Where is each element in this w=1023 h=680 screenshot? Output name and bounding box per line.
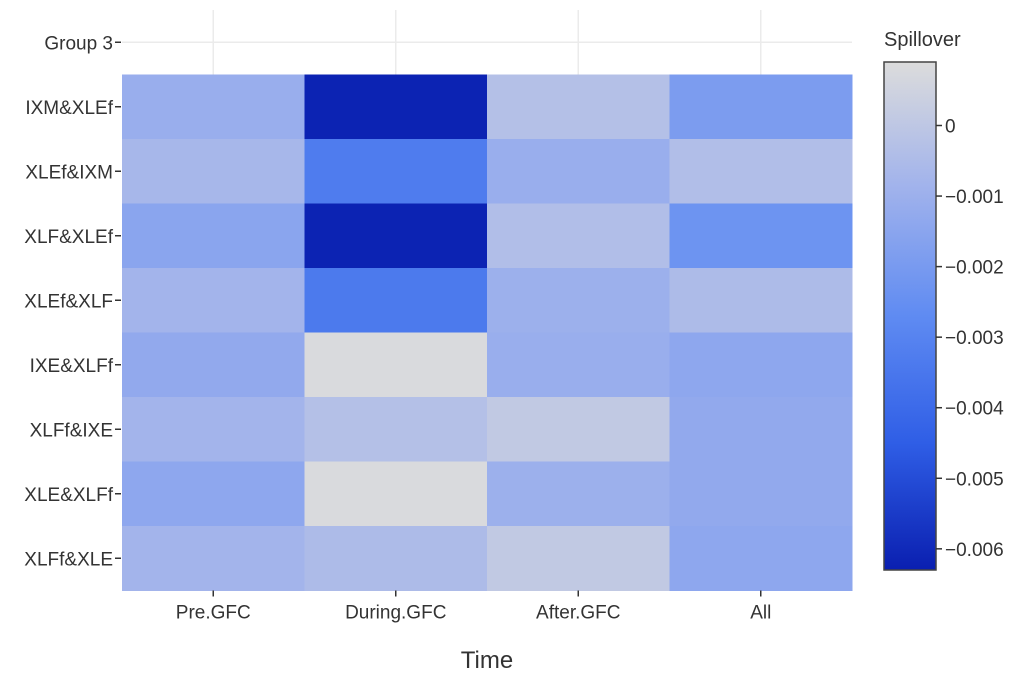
y-tick-label: IXE&XLFf <box>30 356 114 377</box>
y-tick-label: XLEf&XLF <box>24 291 113 312</box>
colorbar-tick-label: −0.005 <box>945 469 1004 490</box>
y-tick-label: XLFf&IXE <box>30 420 113 441</box>
heatmap-cell <box>487 397 670 462</box>
heatmap-cell <box>304 139 488 204</box>
x-axis-ticks: Pre.GFC During.GFC After.GFC All <box>176 590 771 624</box>
colorbar-gradient <box>883 61 937 571</box>
heatmap-cell <box>122 139 305 204</box>
heatmap-cell <box>304 397 488 462</box>
colorbar-tick-label: −0.006 <box>945 540 1004 561</box>
heatmap-cell <box>122 332 305 398</box>
heatmap-cell <box>122 268 305 333</box>
heatmap-cell <box>487 74 670 140</box>
heatmap-cell <box>669 268 853 333</box>
heatmap-cells <box>122 74 853 591</box>
heatmap-cell <box>669 461 853 527</box>
heatmap-cell <box>487 139 670 204</box>
x-tick-label: Pre.GFC <box>176 603 251 624</box>
x-tick-label: All <box>750 603 771 624</box>
colorbar-tick-label: −0.004 <box>945 399 1004 420</box>
heatmap-cell <box>669 526 853 591</box>
heatmap-cell <box>669 139 853 204</box>
heatmap-cell <box>304 461 488 527</box>
heatmap-cell <box>122 397 305 462</box>
heatmap-cell <box>122 526 305 591</box>
heatmap-cell <box>669 397 853 462</box>
colorbar-tick-label: −0.003 <box>945 328 1004 349</box>
colorbar-tick-label: −0.002 <box>945 258 1004 279</box>
colorbar-tick-label: 0 <box>945 117 956 138</box>
heatmap-cell <box>304 74 488 140</box>
heatmap-cell <box>487 332 670 398</box>
heatmap-cell <box>304 203 488 269</box>
y-tick-label: Group 3 <box>44 33 113 54</box>
heatmap-cell <box>122 461 305 527</box>
y-tick-label: XLEf&IXM <box>25 162 113 183</box>
heatmap-cell <box>304 268 488 333</box>
heatmap-cell <box>304 526 488 591</box>
colorbar-title: Spillover <box>884 29 961 51</box>
heatmap-cell <box>669 203 853 269</box>
y-tick-label: XLF&XLEf <box>24 227 113 248</box>
colorbar: Spillover 0 −0.001 −0.002 −0.003 −0.004 −0.00… <box>883 29 1004 571</box>
x-tick-label: After.GFC <box>536 603 620 624</box>
y-axis-ticks: Group 3 IXM&XLEf XLEf&IXM XLF&XLEf XLEf&XLF I… <box>24 33 121 570</box>
heatmap-cell <box>487 461 670 527</box>
heatmap-cell <box>122 74 305 140</box>
heatmap-cell <box>487 203 670 269</box>
x-tick-label: During.GFC <box>345 603 446 624</box>
heatmap-cell <box>669 74 853 140</box>
heatmap-cell <box>487 268 670 333</box>
y-tick-label: IXM&XLEf <box>25 98 113 119</box>
x-axis-title: Time <box>461 647 513 674</box>
heatmap-cell <box>487 526 670 591</box>
heatmap-cell <box>304 332 488 398</box>
colorbar-tick-label: −0.001 <box>945 187 1004 208</box>
y-tick-label: XLE&XLFf <box>24 485 113 506</box>
heatmap-cell <box>122 203 305 269</box>
heatmap-cell <box>669 332 853 398</box>
y-tick-label: XLFf&XLE <box>24 549 113 570</box>
